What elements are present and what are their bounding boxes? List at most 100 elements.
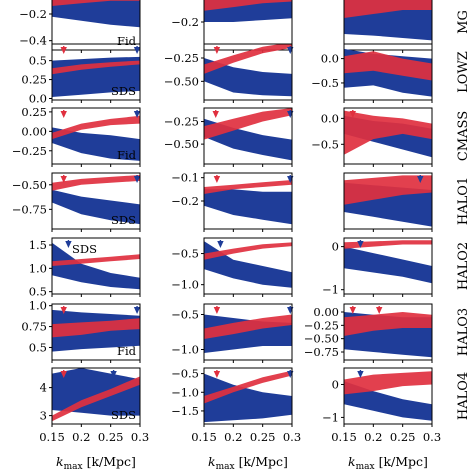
- y-tick-label: 0: [332, 240, 339, 254]
- red-band: [204, 0, 292, 11]
- row-label-lowz: LOWZ: [456, 51, 471, 93]
- y-tick-label: −0.5: [171, 308, 199, 322]
- blue-band: [204, 189, 292, 225]
- red-arrow-marker: [60, 371, 67, 378]
- x-tick-label: 0.3: [131, 430, 149, 444]
- y-tick-label: −1.0: [171, 385, 199, 399]
- blue-arrow-marker: [133, 307, 141, 314]
- bands: [204, 108, 292, 161]
- bands: [204, 44, 292, 97]
- red-band: [344, 240, 432, 249]
- x-label-k: k: [208, 454, 216, 469]
- bands: [204, 241, 292, 288]
- y-tick-label: −0.50: [304, 332, 339, 346]
- red-band: [204, 242, 292, 260]
- panel-frame: [51, 0, 141, 51]
- blue-band: [204, 58, 292, 97]
- red-band: [52, 115, 140, 140]
- y-tick-label: 0.5: [29, 340, 47, 354]
- panel-tag-label: SDS: [111, 408, 136, 422]
- x-tick-label: 0.15: [191, 430, 217, 444]
- y-tick-label: −1.5: [171, 404, 199, 418]
- bands: [204, 0, 292, 22]
- blue-arrow-marker: [357, 371, 364, 378]
- x-axis-label: kmax [k/Mpc]: [208, 454, 288, 472]
- red-arrow-marker: [213, 47, 221, 54]
- y-tick-label: −1.0: [171, 343, 199, 357]
- panel-frame: [343, 43, 433, 101]
- x-axis-label: kmax [k/Mpc]: [56, 454, 136, 472]
- x-tick-label: 0.25: [98, 430, 124, 444]
- bands: [344, 175, 432, 227]
- blue-arrow-marker: [110, 371, 117, 378]
- x-tick-label: 0.2: [72, 430, 90, 444]
- panel-r0-c1: −0.2: [171, 0, 293, 53]
- panel-frame: [343, 367, 433, 425]
- y-tick-label: −0.50: [164, 74, 199, 88]
- y-tick-label: 0.75: [21, 320, 47, 334]
- panel-frame: [343, 0, 433, 51]
- y-tick-label: −0.25: [12, 144, 47, 158]
- red-arrow-marker: [212, 111, 219, 118]
- row-label-halo3: HALO3: [456, 308, 471, 356]
- x-tick-label: 0.15: [39, 430, 65, 444]
- panel-tag-label: Fid: [117, 148, 137, 162]
- y-tick-label: 0.5: [29, 54, 47, 68]
- blue-band: [344, 246, 432, 284]
- bands: [204, 314, 292, 353]
- panel-tag-label: SDS: [111, 213, 136, 227]
- y-tick-label: 0.25: [21, 105, 47, 119]
- y-tick-label: 0.5: [29, 285, 47, 299]
- panel-frame: [51, 367, 141, 425]
- bands: [344, 110, 432, 158]
- red-band: [204, 370, 292, 404]
- panel-r0-c0: −0.4 −0.2 Fid: [19, 0, 141, 53]
- blue-arrow-marker: [133, 111, 141, 118]
- panel-r6-c1: −1.5 −1.0 −0.5: [171, 367, 294, 427]
- panel-frame: [203, 43, 293, 101]
- x-label-sub: max: [356, 462, 375, 472]
- y-tick-label: −1: [322, 410, 339, 424]
- bands: [344, 48, 432, 97]
- red-band: [344, 312, 432, 336]
- x-label-sub: max: [64, 462, 83, 472]
- panel-r3-c1: −0.2 −0.1: [171, 171, 294, 232]
- y-tick-label: −0.5: [311, 137, 339, 151]
- bands: [52, 242, 140, 290]
- red-band: [344, 0, 432, 18]
- y-tick-label: −0.2: [19, 7, 47, 21]
- x-label-k: k: [348, 454, 356, 469]
- panel-frame: [203, 107, 293, 165]
- x-label-k: k: [56, 454, 64, 469]
- panel-r0-c2: [343, 0, 433, 53]
- red-arrow-marker: [60, 47, 67, 54]
- panel-frame: [343, 237, 433, 295]
- red-arrow-marker: [213, 176, 221, 183]
- red-arrow-marker: [349, 307, 356, 314]
- row-labels: MG LOWZ CMASS HALO1 HALO2 HALO3 HALO4: [456, 10, 471, 420]
- bands: [52, 0, 140, 28]
- blue-arrow-marker: [133, 176, 141, 183]
- panel-tag-label: SDS: [111, 84, 136, 98]
- panel-frame: [51, 43, 141, 101]
- bands: [344, 240, 432, 284]
- row-label-halo2: HALO2: [456, 242, 471, 290]
- y-tick-label: −0.50: [164, 137, 199, 151]
- blue-band: [52, 242, 140, 290]
- y-tick-label: 1.0: [29, 299, 47, 313]
- y-tick-label: 0.00: [21, 124, 47, 138]
- red-band: [344, 110, 432, 155]
- red-arrow-marker: [60, 307, 67, 314]
- y-tick-label: 0.0: [321, 52, 339, 66]
- panel-frame: [51, 172, 141, 230]
- y-tick-label: −0.5: [171, 247, 199, 261]
- bands: [344, 371, 432, 421]
- y-tick-label: −0.2: [171, 194, 199, 208]
- x-tick-label: 0.15: [331, 430, 357, 444]
- blue-arrow-marker: [133, 47, 141, 54]
- panel-r1-c2: −0.5 0.0: [311, 43, 433, 103]
- bands: [52, 56, 140, 97]
- row-label-halo4: HALO4: [456, 372, 471, 420]
- panel-r4-c2: −1 0: [322, 237, 433, 297]
